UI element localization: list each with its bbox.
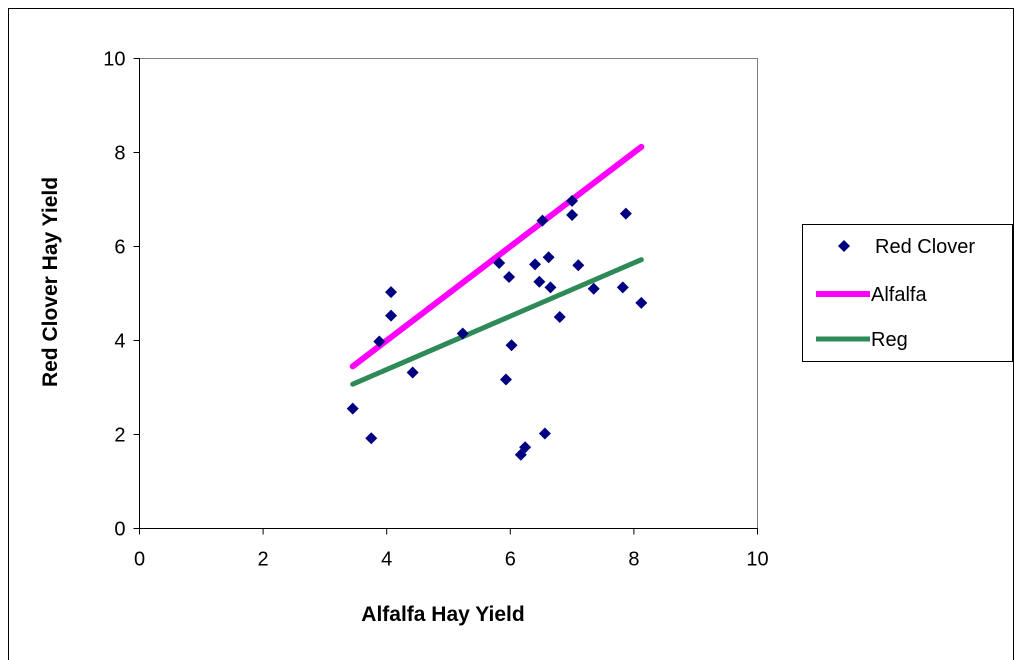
legend-label-reg: Reg [871, 329, 908, 351]
y-tick-label: 6 [114, 237, 125, 259]
series-line-alfalfa [349, 143, 645, 370]
data-point [616, 281, 629, 294]
data-point [635, 296, 648, 309]
data-point [587, 282, 600, 295]
data-point [505, 339, 518, 352]
y-tick-label: 2 [114, 425, 125, 447]
x-tick-label: 0 [134, 549, 145, 571]
data-point [365, 432, 378, 445]
data-point [385, 286, 398, 299]
data-point [533, 275, 546, 288]
legend-label-alfalfa: Alfalfa [871, 284, 927, 306]
data-point [542, 251, 555, 264]
data-point [566, 209, 579, 222]
data-point [538, 427, 551, 440]
data-point [544, 281, 557, 294]
legend-marker-red-clover [838, 240, 850, 252]
y-tick-label: 4 [114, 331, 125, 353]
data-point [385, 309, 398, 322]
x-ticks: 0 2 4 6 8 10 [134, 528, 769, 571]
data-point [566, 194, 579, 207]
data-point [493, 256, 506, 269]
lines-layer [349, 143, 645, 387]
data-point [346, 402, 359, 415]
y-ticks: 0 2 4 6 8 10 [103, 49, 140, 541]
x-axis-title: Alfalfa Hay Yield [361, 603, 524, 626]
x-tick-label: 4 [381, 549, 392, 571]
x-tick-label: 10 [746, 549, 768, 571]
x-tick-label: 2 [258, 549, 269, 571]
data-point [536, 214, 549, 227]
data-point [529, 258, 542, 271]
data-point [619, 207, 632, 220]
series-line-reg [350, 257, 644, 387]
y-tick-label: 10 [103, 49, 125, 71]
legend: Red Clover Alfalfa Reg [802, 224, 1013, 362]
points-layer [346, 194, 648, 461]
x-tick-label: 8 [628, 549, 639, 571]
data-point [553, 311, 566, 323]
data-point [406, 366, 419, 379]
data-point [519, 441, 532, 454]
x-tick-label: 6 [505, 549, 516, 571]
data-point [456, 327, 469, 340]
data-point [503, 271, 516, 284]
y-tick-label: 0 [114, 519, 125, 541]
y-axis-title: Red Clover Hay Yield [39, 177, 62, 387]
data-point [572, 259, 585, 272]
data-point [499, 373, 512, 386]
y-tick-label: 8 [114, 143, 125, 165]
legend-label-red-clover: Red Clover [875, 236, 975, 258]
data-point [373, 335, 386, 348]
